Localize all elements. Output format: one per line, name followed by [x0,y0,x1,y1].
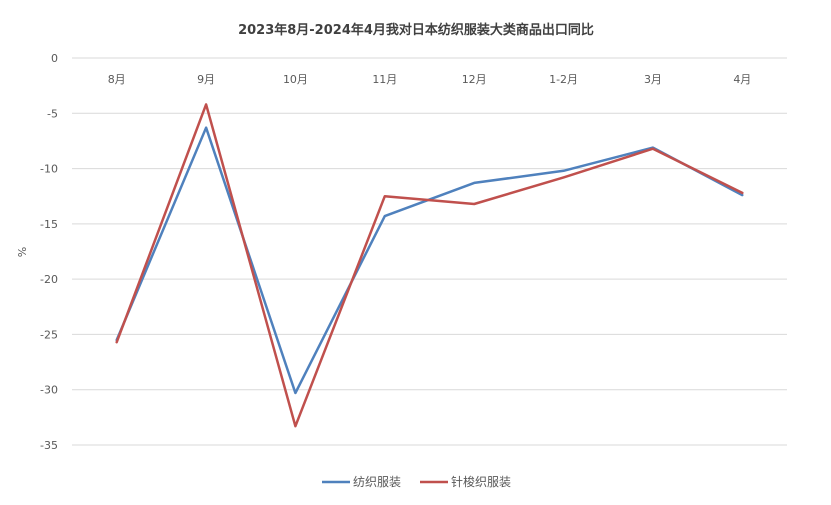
y-tick-label: 0 [51,52,58,65]
legend-label: 针梭织服装 [451,474,511,489]
y-tick-label: -10 [40,163,58,176]
x-axis-ticks: 8月 9月 10月 11月 12月 1-2月 3月 4月 [108,73,752,86]
y-tick-label: -20 [40,273,58,286]
x-tick-label: 12月 [462,73,487,86]
legend: 纺织服装 针梭织服装 [322,474,511,489]
series-line-1 [115,103,744,428]
x-tick-label: 9月 [197,73,215,86]
y-axis-ticks: 0 -5 -10 -15 -20 -25 -30 -35 [40,52,58,452]
x-tick-label: 4月 [733,73,751,86]
y-tick-label: -35 [40,439,58,452]
series-line-0 [115,126,744,395]
y-tick-label: -5 [47,107,58,120]
legend-label: 纺织服装 [353,475,401,489]
series-lines [115,103,744,428]
chart-title: 2023年8月-2024年4月我对日本纺织服装大类商品出口同比 [238,22,594,38]
y-tick-label: -25 [40,328,58,341]
x-tick-label: 11月 [372,73,397,86]
x-tick-label: 3月 [644,73,662,86]
x-tick-label: 10月 [283,73,308,86]
y-tick-label: -30 [40,384,58,397]
y-axis-label: % [16,247,29,257]
x-tick-label: 8月 [108,73,126,86]
y-tick-label: -15 [40,218,58,231]
x-tick-label: 1-2月 [549,73,578,86]
gridlines [72,57,787,446]
